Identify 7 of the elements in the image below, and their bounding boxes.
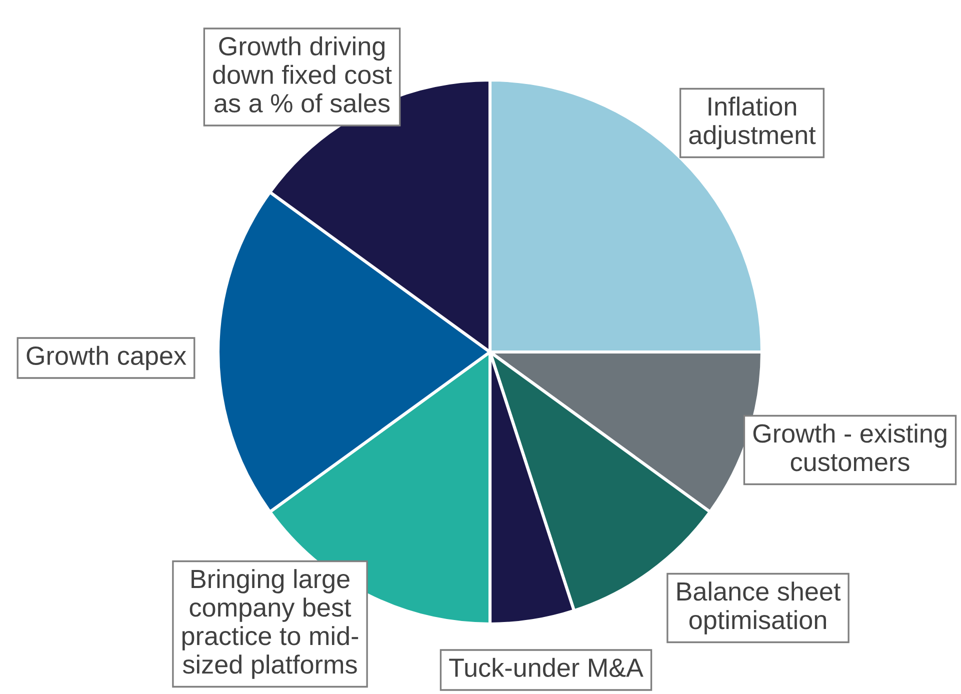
slice-label: Growth capex: [26, 346, 186, 370]
slice-label: Bringing large company best practice to mid- sized platforms: [182, 569, 358, 679]
slice-label: Tuck-under M&A: [449, 658, 644, 678]
slice-label: Growth driving down fixed cost as a % of sales: [213, 36, 392, 113]
slice-label: Balance sheet optimisation: [677, 582, 841, 634]
slice-label: Growth - existing customers: [753, 424, 946, 472]
slice-label: Inflation adjustment: [689, 96, 816, 150]
